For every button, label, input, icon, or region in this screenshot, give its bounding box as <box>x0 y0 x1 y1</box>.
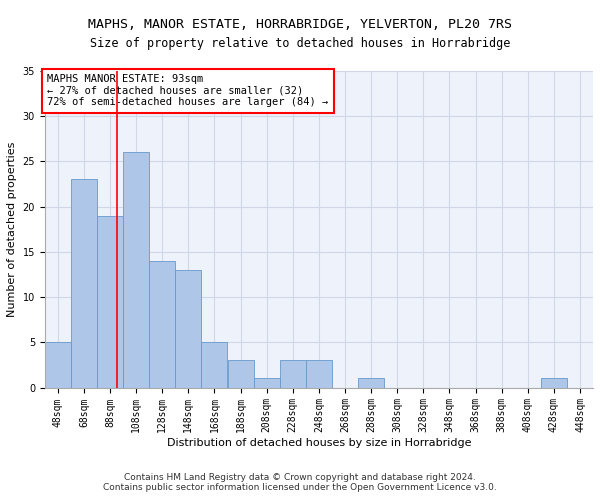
Text: Contains public sector information licensed under the Open Government Licence v3: Contains public sector information licen… <box>103 484 497 492</box>
Text: MAPHS, MANOR ESTATE, HORRABRIDGE, YELVERTON, PL20 7RS: MAPHS, MANOR ESTATE, HORRABRIDGE, YELVER… <box>88 18 512 30</box>
Bar <box>202 342 227 388</box>
Bar <box>123 152 149 388</box>
Bar <box>280 360 306 388</box>
Bar <box>306 360 332 388</box>
X-axis label: Distribution of detached houses by size in Horrabridge: Distribution of detached houses by size … <box>167 438 471 448</box>
Bar <box>71 180 97 388</box>
Bar <box>358 378 384 388</box>
Bar <box>175 270 202 388</box>
Text: Size of property relative to detached houses in Horrabridge: Size of property relative to detached ho… <box>90 38 510 51</box>
Text: MAPHS MANOR ESTATE: 93sqm
← 27% of detached houses are smaller (32)
72% of semi-: MAPHS MANOR ESTATE: 93sqm ← 27% of detac… <box>47 74 329 108</box>
Bar <box>45 342 71 388</box>
Text: Contains HM Land Registry data © Crown copyright and database right 2024.: Contains HM Land Registry data © Crown c… <box>124 472 476 482</box>
Bar <box>541 378 567 388</box>
Y-axis label: Number of detached properties: Number of detached properties <box>7 142 17 317</box>
Bar <box>254 378 280 388</box>
Bar <box>97 216 123 388</box>
Bar <box>227 360 254 388</box>
Bar <box>149 261 175 388</box>
